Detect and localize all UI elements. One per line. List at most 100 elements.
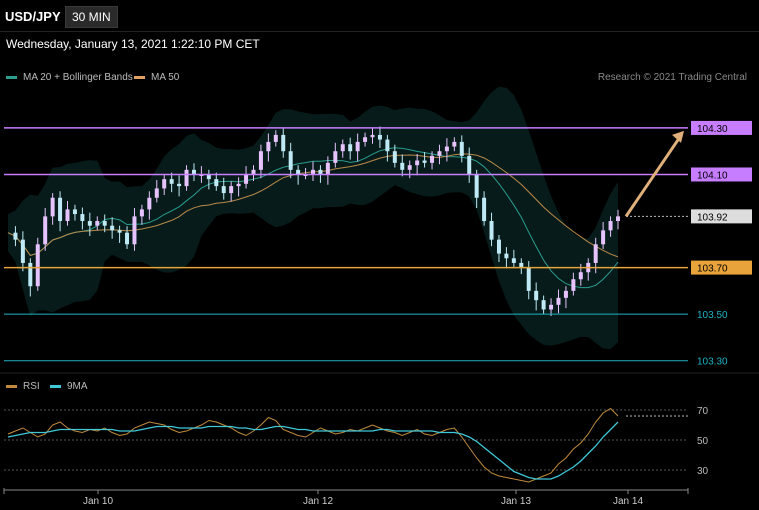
candle-body bbox=[541, 300, 546, 310]
candle-body bbox=[482, 197, 487, 222]
candle-body bbox=[288, 151, 293, 170]
candle-body bbox=[392, 151, 397, 163]
legend-ma20: MA 20 + Bollinger Bands bbox=[6, 72, 133, 83]
candle-body bbox=[58, 197, 63, 222]
projection-arrow bbox=[624, 136, 682, 218]
candle-body bbox=[251, 169, 256, 175]
rsi-tick-label: 70 bbox=[697, 406, 709, 417]
candle-body bbox=[601, 230, 606, 245]
x-tick-label: Jan 14 bbox=[613, 496, 643, 507]
candle-body bbox=[258, 151, 263, 170]
candle-body bbox=[370, 134, 375, 138]
candle-body bbox=[578, 272, 583, 280]
timeframe-button[interactable]: 30 MIN bbox=[65, 6, 118, 28]
projection-arrowhead bbox=[672, 130, 684, 143]
legend-label-ma50: MA 50 bbox=[151, 72, 180, 83]
candle-body bbox=[340, 144, 345, 152]
candle-body bbox=[72, 209, 77, 215]
candle-body bbox=[28, 262, 33, 287]
legend-swatch-ma20 bbox=[6, 75, 17, 79]
legend-rsi: RSI bbox=[6, 381, 40, 392]
chart-header: USD/JPY 30 MIN bbox=[0, 0, 759, 32]
candle-body bbox=[422, 160, 427, 163]
candle-body bbox=[110, 225, 115, 231]
candle-body bbox=[526, 267, 531, 291]
candle-body bbox=[80, 214, 85, 222]
candle-body bbox=[296, 169, 301, 175]
rsi-tick-label: 30 bbox=[697, 466, 709, 477]
candle-body bbox=[13, 232, 18, 240]
rsi-series-rsi bbox=[7, 407, 619, 483]
candle-body bbox=[333, 151, 338, 163]
legend-9ma: 9MA bbox=[50, 381, 88, 392]
rsi-series-9ma bbox=[7, 421, 619, 480]
candle-body bbox=[184, 169, 189, 187]
candle-body bbox=[273, 134, 278, 142]
level-label: 104.10 bbox=[697, 170, 728, 181]
candle-body bbox=[311, 169, 315, 175]
level-tag bbox=[691, 167, 752, 182]
candle-body bbox=[229, 186, 234, 194]
candle-body bbox=[244, 174, 249, 184]
candle-body bbox=[169, 179, 174, 184]
candle-body bbox=[430, 155, 435, 163]
candle-body bbox=[20, 239, 25, 263]
last-price-tag bbox=[691, 209, 752, 224]
legend-ma50: MA 50 bbox=[134, 72, 179, 83]
bollinger-band bbox=[8, 86, 618, 349]
candle-body bbox=[206, 174, 211, 180]
candle-body bbox=[571, 279, 576, 291]
candle-body bbox=[221, 186, 226, 194]
candle-body bbox=[511, 258, 516, 263]
candle-body bbox=[519, 262, 524, 268]
timestamp: Wednesday, January 13, 2021 1:22:10 PM C… bbox=[6, 37, 260, 51]
candle-body bbox=[444, 146, 449, 152]
candle-body bbox=[125, 232, 130, 245]
candle-body bbox=[348, 144, 353, 152]
level-label: 104.30 bbox=[697, 124, 728, 135]
level-label: 103.50 bbox=[697, 310, 728, 321]
candle-body bbox=[154, 188, 159, 198]
candle-body bbox=[496, 239, 501, 254]
candle-body bbox=[117, 230, 122, 233]
candle-body bbox=[400, 162, 405, 170]
x-tick-label: Jan 13 bbox=[501, 496, 531, 507]
candle-body bbox=[65, 209, 70, 222]
candle-body bbox=[489, 221, 494, 240]
credit-text: Research © 2021 Trading Central bbox=[597, 72, 747, 83]
candle-body bbox=[147, 197, 152, 210]
candle-body bbox=[43, 216, 48, 245]
candle-body bbox=[266, 141, 271, 152]
candle-body bbox=[556, 297, 561, 305]
level-label: 103.70 bbox=[697, 264, 728, 275]
level-label: 103.30 bbox=[697, 357, 728, 368]
candle-body bbox=[467, 155, 472, 175]
rsi-tick-label: 50 bbox=[697, 436, 709, 447]
candle-body bbox=[407, 165, 412, 170]
candle-body bbox=[355, 141, 360, 152]
legend-swatch-ma50 bbox=[134, 75, 145, 79]
candle-body bbox=[377, 134, 382, 140]
legend-swatch-9ma bbox=[50, 384, 61, 388]
x-tick-label: Jan 10 bbox=[83, 496, 113, 507]
candle-body bbox=[191, 169, 196, 175]
candle-body bbox=[95, 221, 100, 226]
candle-body bbox=[214, 179, 219, 187]
candle-body bbox=[177, 183, 182, 187]
candle-body bbox=[385, 139, 390, 152]
level-tag bbox=[691, 120, 752, 135]
level-tag bbox=[691, 260, 752, 275]
candle-body bbox=[132, 216, 137, 245]
symbol-label: USD/JPY bbox=[5, 9, 61, 24]
legend-label-9ma: 9MA bbox=[67, 381, 88, 392]
candle-body bbox=[437, 151, 442, 156]
candle-body bbox=[50, 197, 55, 217]
candle-body bbox=[563, 290, 568, 298]
candle-body bbox=[549, 304, 554, 310]
candle-body bbox=[593, 244, 598, 263]
candle-body bbox=[534, 290, 539, 301]
candle-body bbox=[318, 169, 323, 175]
x-tick-label: Jan 12 bbox=[303, 496, 333, 507]
legend-label-ma20: MA 20 + Bollinger Bands bbox=[23, 72, 133, 83]
